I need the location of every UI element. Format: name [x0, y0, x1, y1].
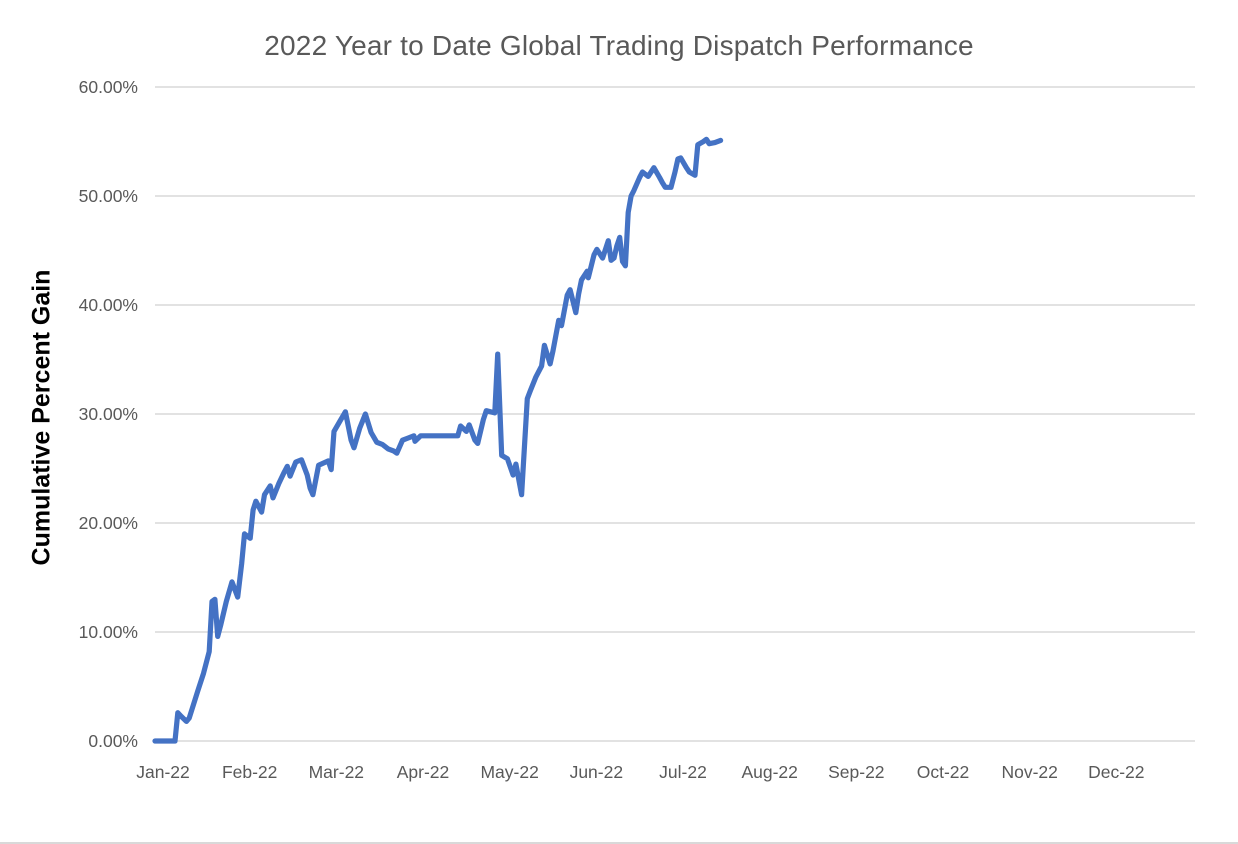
- x-tick-label: May-22: [480, 762, 538, 782]
- x-tick-label: Apr-22: [397, 762, 450, 782]
- series-line: [152, 136, 724, 744]
- y-tick-label: 10.00%: [79, 622, 138, 642]
- y-tick-label: 30.00%: [79, 404, 138, 424]
- x-tick-label: Mar-22: [309, 762, 364, 782]
- chart-title: 2022 Year to Date Global Trading Dispatc…: [264, 30, 974, 61]
- data-series: [152, 136, 724, 744]
- gridlines: [155, 86, 1195, 742]
- y-tick-label: 40.00%: [79, 295, 138, 315]
- y-axis-tick-labels: 0.00% 10.00% 20.00% 30.00% 40.00% 50.00% 60.00…: [79, 77, 138, 751]
- x-tick-label: Aug-22: [741, 762, 797, 782]
- x-tick-label: Nov-22: [1001, 762, 1057, 782]
- x-tick-label: Feb-22: [222, 762, 277, 782]
- y-tick-label: 50.00%: [79, 186, 138, 206]
- x-tick-label: Jul-22: [659, 762, 707, 782]
- x-tick-label: Sep-22: [828, 762, 884, 782]
- y-tick-label: 20.00%: [79, 513, 138, 533]
- bottom-edge-divider: [0, 842, 1238, 844]
- x-tick-label: Dec-22: [1088, 762, 1144, 782]
- x-tick-label: Jan-22: [136, 762, 190, 782]
- x-tick-label: Oct-22: [917, 762, 970, 782]
- y-tick-label: 0.00%: [88, 731, 138, 751]
- x-tick-label: Jun-22: [570, 762, 624, 782]
- y-tick-label: 60.00%: [79, 77, 138, 97]
- x-axis-tick-labels: Jan-22 Feb-22 Mar-22 Apr-22 May-22 Jun-22 Jul-…: [136, 762, 1144, 782]
